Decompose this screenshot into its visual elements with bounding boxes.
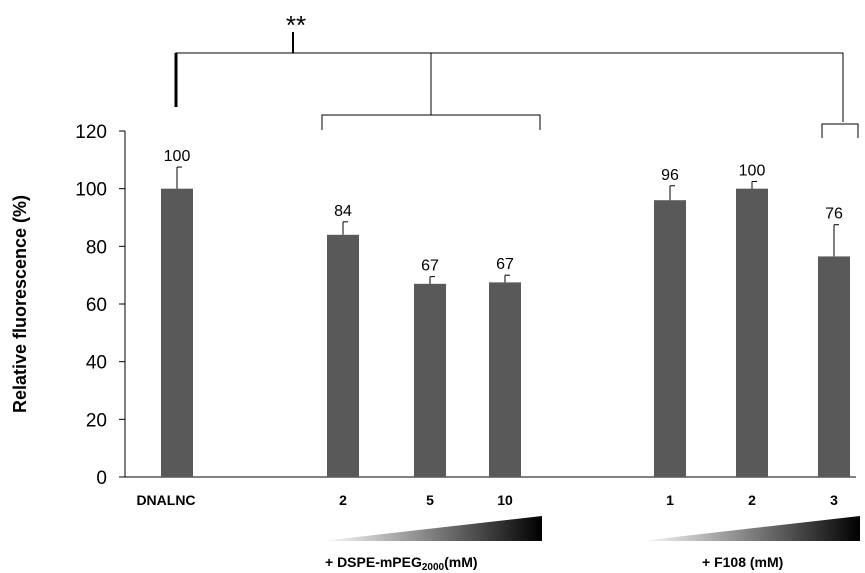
y-axis-title: Relative fluorescence (%) — [10, 195, 30, 413]
f108-group-bracket — [821, 123, 859, 138]
y-tick-label: 80 — [86, 237, 107, 258]
data-label: 67 — [496, 256, 514, 273]
y-axis-ticks: 0 20 40 60 80 100 120 — [75, 122, 125, 489]
category-labels: DNALNC 2 5 10 1 2 3 — [136, 492, 838, 508]
dspe-group-caption: + DSPE-mPEG2000(mM) — [325, 554, 478, 573]
bar-series: 100 84 67 67 96 100 76 — [161, 148, 850, 477]
y-tick-label: 120 — [75, 122, 107, 143]
data-label: 96 — [661, 167, 679, 184]
data-label: 100 — [164, 148, 191, 165]
x-category-label: 1 — [666, 492, 674, 508]
data-label: 67 — [421, 258, 439, 275]
y-tick-label: 100 — [75, 180, 107, 201]
dspe-gradient-wedge — [322, 516, 542, 541]
y-tick-label: 40 — [86, 353, 107, 374]
x-category-label: 10 — [497, 492, 513, 508]
y-tick-label: 20 — [86, 410, 107, 431]
significance-marker: ** — [286, 10, 306, 40]
x-category-label: 3 — [830, 492, 838, 508]
bar — [161, 188, 193, 477]
data-label: 84 — [334, 203, 352, 220]
data-label: 100 — [739, 162, 766, 179]
top-bracket — [175, 52, 844, 122]
bar — [654, 200, 686, 477]
bar — [818, 256, 850, 477]
bar — [736, 188, 768, 477]
f108-group-caption: + F108 (mM) — [702, 554, 783, 570]
data-label: 76 — [825, 206, 843, 223]
bar — [327, 234, 359, 477]
x-category-label: 5 — [426, 492, 434, 508]
x-category-label: 2 — [748, 492, 756, 508]
significance-brackets — [174, 32, 859, 138]
f108-gradient-wedge — [640, 516, 860, 541]
y-tick-label: 0 — [96, 468, 107, 489]
x-category-label: DNALNC — [136, 492, 195, 508]
dspe-group-bracket — [321, 114, 541, 130]
bar — [414, 283, 446, 477]
bar — [489, 282, 521, 477]
x-category-label: 2 — [339, 492, 347, 508]
y-tick-label: 60 — [86, 295, 107, 316]
